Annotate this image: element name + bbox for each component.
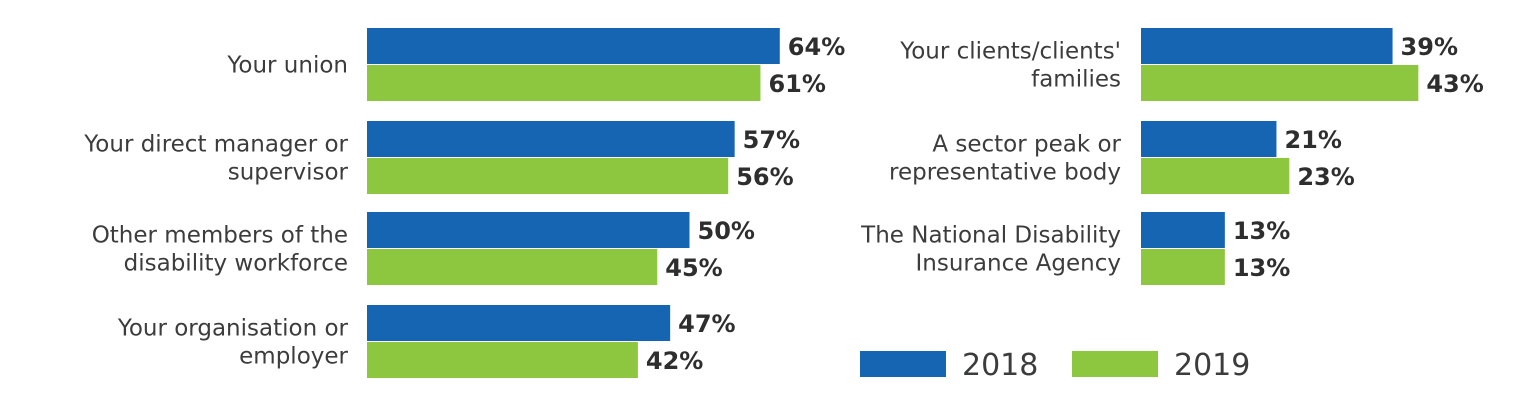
bar-2019 [1141, 158, 1290, 194]
bar-2019 [367, 158, 729, 194]
legend-label-2018: 2018 [962, 348, 1038, 383]
bar-2018 [1141, 212, 1225, 248]
data-label-2019: 43% [1426, 70, 1483, 98]
bar-2019 [367, 342, 638, 378]
chart-panel-1: Your union 64% 61% Your direct manager orsu… [83, 28, 845, 378]
category-label: Other members of the [92, 223, 348, 249]
category-label: representative body [889, 160, 1121, 186]
data-label-2019: 13% [1233, 254, 1290, 282]
legend-label-2019: 2019 [1174, 348, 1250, 383]
category-label: The National Disability [860, 223, 1121, 249]
chart-panel-2: Your clients/clients'families 39% 43% A sec… [860, 28, 1484, 285]
data-label-2019: 61% [768, 70, 825, 98]
bar-2019 [1141, 65, 1419, 101]
bar-2018 [367, 121, 735, 157]
category-label: supervisor [228, 160, 349, 186]
data-label-2019: 23% [1297, 163, 1354, 191]
bar-2018 [367, 212, 690, 248]
bar-2018 [1141, 121, 1277, 157]
bar-2018 [367, 28, 780, 64]
category-label: Your union [226, 53, 348, 79]
category-label: Your direct manager or [83, 132, 348, 158]
category-label: Your clients/clients' [899, 39, 1121, 65]
bar-2018 [367, 305, 671, 341]
legend-swatch-2018 [860, 351, 946, 377]
data-label-2019: 42% [646, 347, 703, 375]
category-label: families [1031, 67, 1121, 93]
data-label-2018: 13% [1233, 217, 1290, 245]
legend: 2018 2019 [860, 348, 1250, 383]
category-label: Insurance Agency [916, 251, 1121, 277]
data-label-2018: 47% [678, 310, 735, 338]
bar-2019 [367, 249, 658, 285]
category-label: employer [239, 344, 348, 370]
bar-2019 [1141, 249, 1225, 285]
bar-2018 [1141, 28, 1393, 64]
category-label: A sector peak or [932, 132, 1121, 158]
data-label-2018: 21% [1284, 126, 1341, 154]
data-label-2019: 45% [665, 254, 722, 282]
data-label-2019: 56% [736, 163, 793, 191]
legend-swatch-2019 [1072, 351, 1158, 377]
category-label: disability workforce [124, 251, 348, 277]
data-label-2018: 39% [1401, 33, 1458, 61]
data-label-2018: 57% [743, 126, 800, 154]
bar-2019 [367, 65, 761, 101]
data-label-2018: 64% [788, 33, 845, 61]
data-label-2018: 50% [698, 217, 755, 245]
category-label: Your organisation or [117, 316, 349, 342]
